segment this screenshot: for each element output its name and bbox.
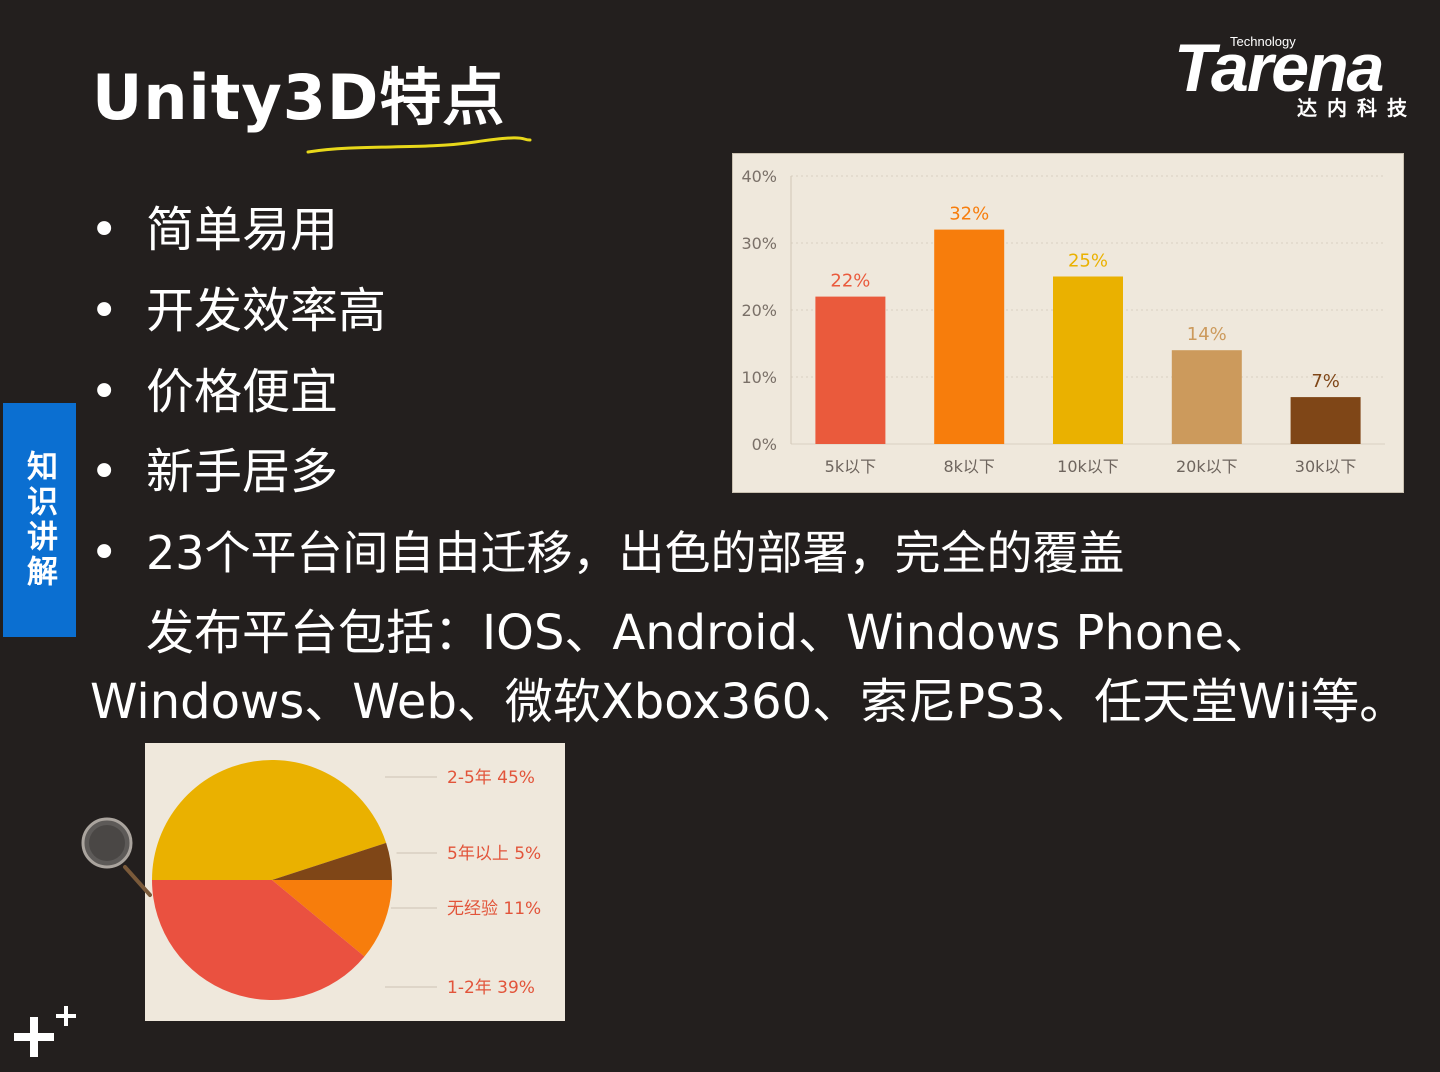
- title-underline: [306, 136, 532, 154]
- bar-value-label: 25%: [1068, 251, 1108, 272]
- bar-value-label: 7%: [1311, 371, 1340, 392]
- magnifier-icon[interactable]: [80, 815, 155, 900]
- y-tick-label: 30%: [741, 234, 777, 253]
- bullet-text: 开发效率高: [146, 283, 387, 339]
- side-tab-label: 知识讲解: [21, 450, 57, 590]
- pie-slice: [272, 880, 392, 957]
- bullet-item: • 23个平台间自由迁移，出色的部署，完全的覆盖: [90, 525, 1125, 581]
- bar: [1171, 350, 1242, 444]
- bar: [1290, 397, 1361, 444]
- platforms-line-1: 发布平台包括：IOS、Android、Windows Phone、: [146, 605, 1273, 661]
- pie-label: 2-5年 45%: [447, 768, 535, 788]
- platforms-line-2: Windows、Web、微软Xbox360、索尼PS3、任天堂Wii等。: [90, 674, 1408, 730]
- side-tab[interactable]: 知识讲解: [3, 403, 76, 637]
- y-tick-label: 40%: [741, 167, 777, 186]
- pie-label: 无经验 11%: [447, 899, 541, 919]
- bar: [815, 296, 886, 444]
- bar: [934, 229, 1005, 444]
- logo-wordmark: Tarena: [1174, 30, 1384, 106]
- pie-slice: [152, 760, 387, 880]
- bullet-item: • 价格便宜: [90, 364, 339, 420]
- experience-pie-chart: 2-5年 45% 5年以上 5% 无经验 11% 1-2年 39%: [145, 743, 565, 1021]
- slide-title: Unity3D特点: [92, 61, 506, 134]
- x-tick-label: 5k以下: [825, 457, 876, 476]
- bullet-item: • 简单易用: [90, 202, 339, 258]
- pie-label: 1-2年 39%: [447, 978, 535, 998]
- bullet-item: • 开发效率高: [90, 283, 387, 339]
- bar-value-label: 22%: [830, 271, 870, 292]
- bullet-text: 23个平台间自由迁移，出色的部署，完全的覆盖: [146, 526, 1125, 580]
- tarena-logo: Tarena Technology 达内科技: [1170, 30, 1420, 125]
- logo-technology: Technology: [1230, 34, 1296, 49]
- add-icon[interactable]: [12, 1003, 78, 1069]
- bar-value-label: 14%: [1187, 324, 1227, 345]
- pie-label: 5年以上 5%: [447, 844, 541, 864]
- bullet-item: • 新手居多: [90, 444, 339, 500]
- x-tick-label: 8k以下: [943, 457, 994, 476]
- pie-slice: [152, 880, 365, 1000]
- bar: [1053, 276, 1123, 444]
- bullet-text: 新手居多: [146, 444, 339, 500]
- pie-slice: [272, 842, 392, 880]
- y-tick-label: 0%: [752, 435, 777, 454]
- x-tick-label: 10k以下: [1057, 457, 1119, 476]
- bar-chart-svg: 0% 10% 20% 30% 40% 22% 5k以下 32% 8k以下 25% 10k以下 14% 2…: [741, 167, 1385, 476]
- bar-value-label: 32%: [949, 204, 989, 225]
- y-tick-label: 20%: [741, 301, 777, 320]
- bullet-text: 简单易用: [146, 202, 339, 258]
- y-tick-label: 10%: [741, 368, 777, 387]
- x-tick-label: 20k以下: [1176, 457, 1238, 476]
- x-tick-label: 30k以下: [1295, 457, 1357, 476]
- pie-chart-svg: 2-5年 45% 5年以上 5% 无经验 11% 1-2年 39%: [152, 760, 541, 1000]
- bullet-text: 价格便宜: [146, 364, 339, 420]
- salary-bar-chart: 0% 10% 20% 30% 40% 22% 5k以下 32% 8k以下 25% 10k以下 14% 2…: [732, 153, 1404, 493]
- logo-chinese: 达内科技: [1297, 96, 1417, 120]
